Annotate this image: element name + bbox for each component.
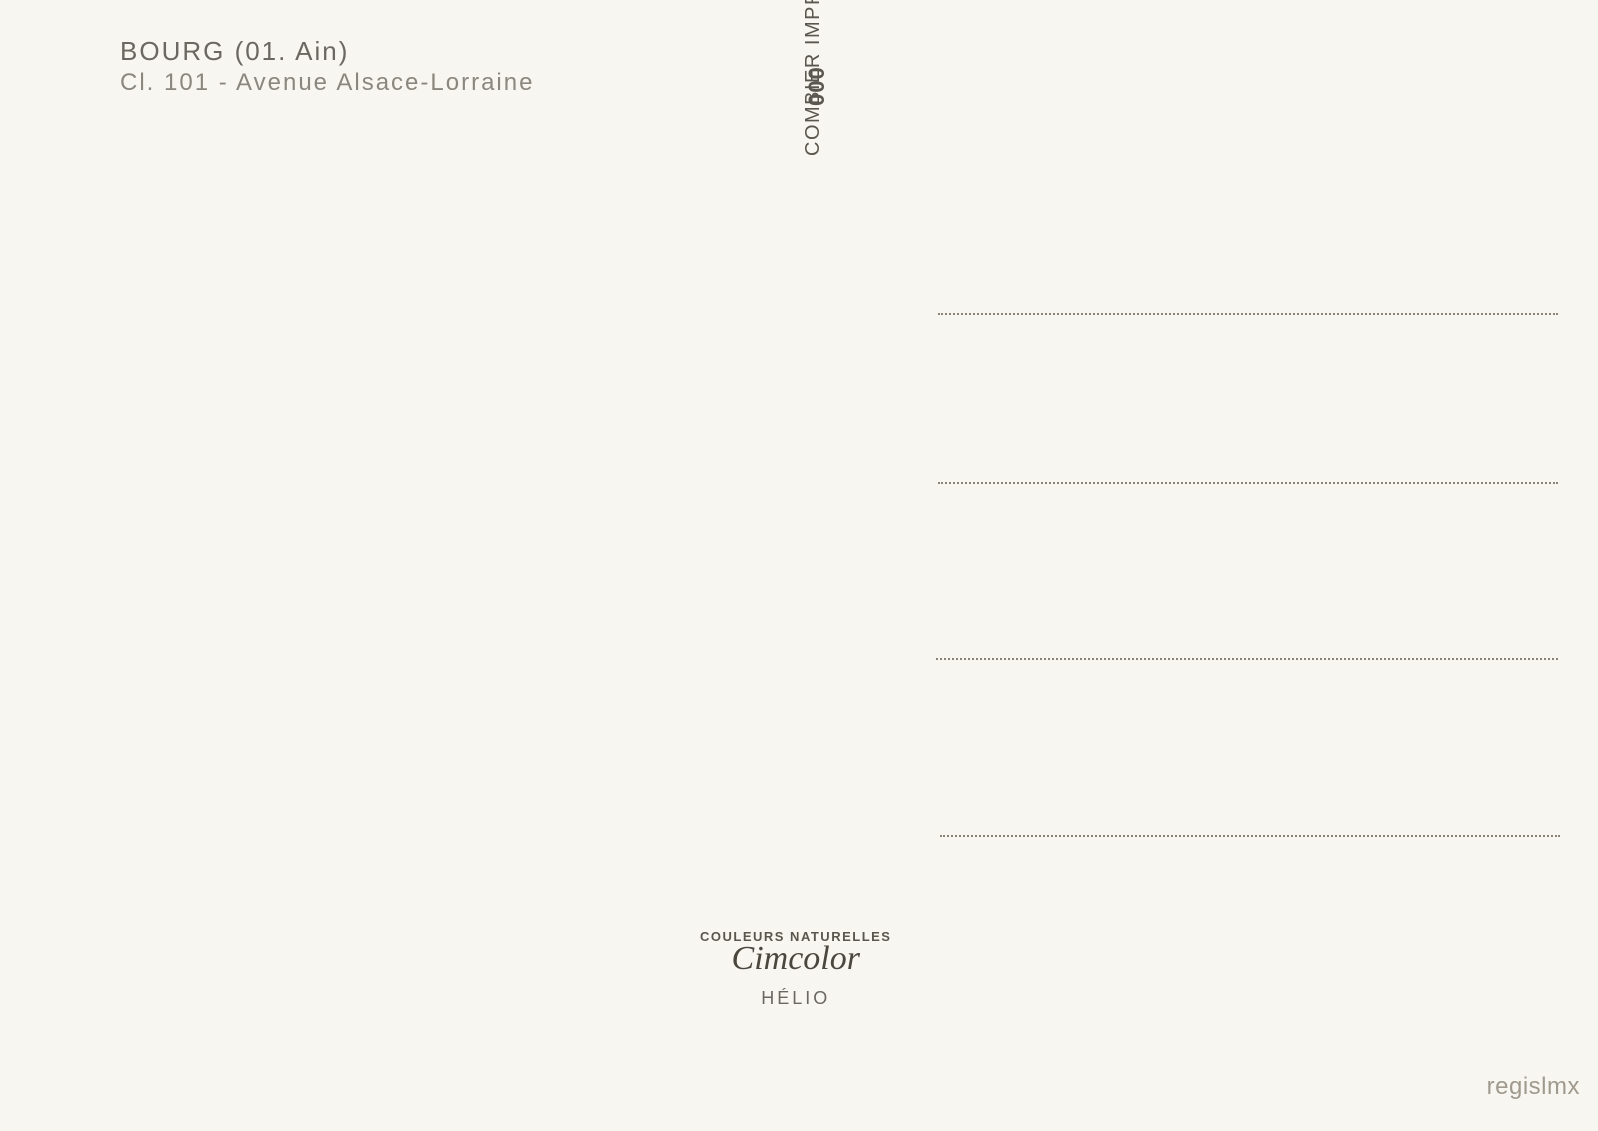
postcard-back: BOURG (01. Ain) Cl. 101 - Avenue Alsace-… bbox=[60, 0, 1590, 1080]
logo-bottom-text: HÉLIO bbox=[700, 988, 891, 1009]
image-watermark: regislmx bbox=[1487, 1073, 1580, 1101]
address-line-2 bbox=[938, 482, 1558, 484]
location-title: BOURG (01. Ain) bbox=[120, 36, 534, 67]
address-line-3 bbox=[936, 658, 1558, 660]
logo-script-text: Cimcolor bbox=[700, 940, 891, 978]
address-line-1 bbox=[938, 313, 1558, 315]
publisher-logo: COULEURS NATURELLES Cimcolor HÉLIO bbox=[700, 929, 891, 1009]
address-line-4 bbox=[940, 835, 1560, 837]
publisher-number: 000 bbox=[804, 66, 830, 106]
postcard-header: BOURG (01. Ain) Cl. 101 - Avenue Alsace-… bbox=[120, 36, 534, 97]
location-subtitle: Cl. 101 - Avenue Alsace-Lorraine bbox=[120, 69, 534, 97]
